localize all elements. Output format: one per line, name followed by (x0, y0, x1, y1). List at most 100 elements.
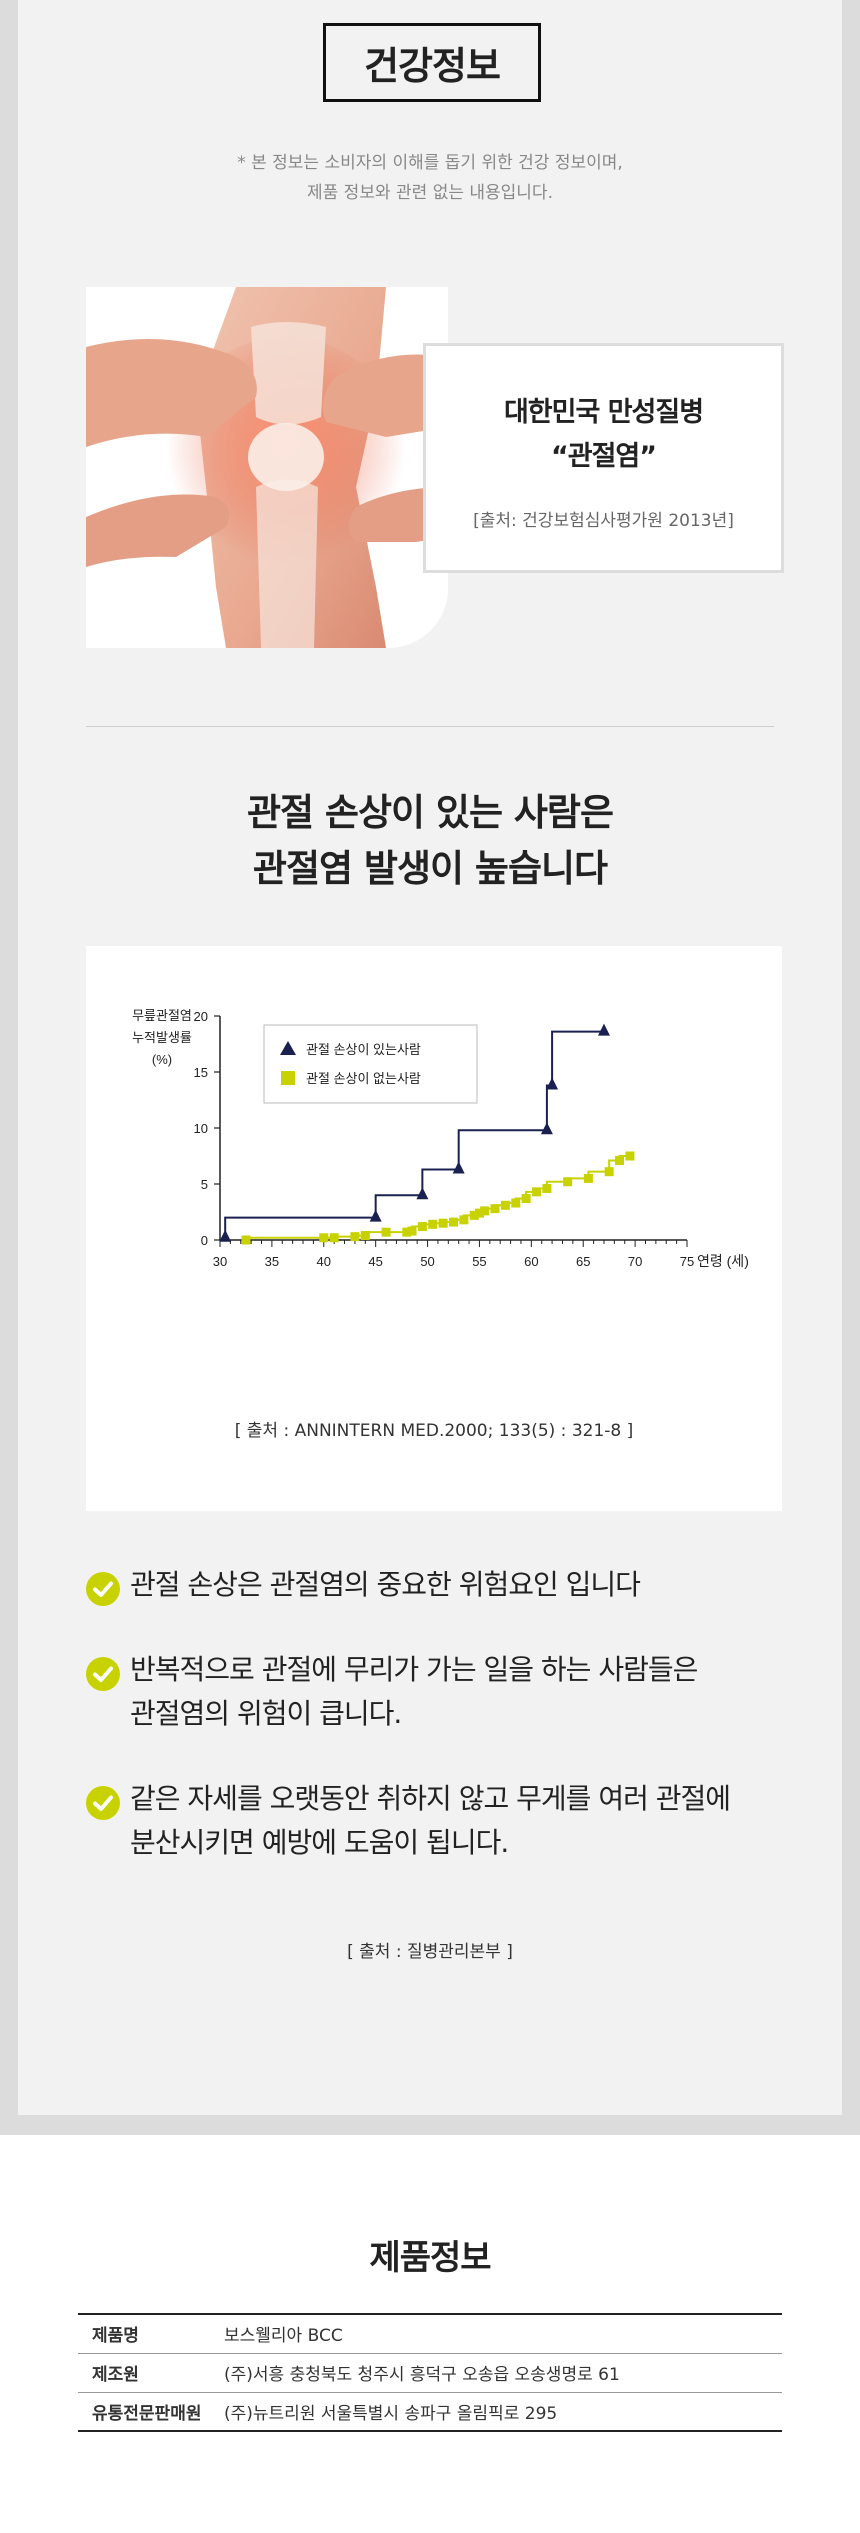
data-point-square (350, 1232, 360, 1242)
table-row: 제품명 보스웰리아 BCC (78, 2314, 782, 2353)
key-point: 반복적으로 관절에 무리가 가는 일을 하는 사람들은 관절염의 위험이 큽니다… (86, 1648, 786, 1736)
x-tick-label: 65 (576, 1254, 590, 1269)
data-point-square (438, 1218, 448, 1228)
data-point-triangle (369, 1209, 382, 1222)
data-point-square (360, 1231, 370, 1241)
product-info-table: 제품명 보스웰리아 BCC 제조원 (주)서흥 충청북도 청주시 흥덕구 오송읍… (78, 2313, 782, 2432)
row-key: 제품명 (92, 2326, 139, 2347)
data-point-square (417, 1222, 427, 1232)
knee-illustration (86, 287, 448, 648)
data-point-square (532, 1187, 542, 1197)
data-point-square (583, 1173, 593, 1183)
data-point-square (402, 1227, 412, 1237)
y-tick-label: 0 (201, 1233, 208, 1248)
chart-source: [ 출처 : ANNINTERN MED.2000; 133(5) : 321-… (234, 1421, 634, 1441)
x-tick-label: 40 (317, 1254, 331, 1269)
data-point-triangle (597, 1023, 610, 1036)
data-point-square (625, 1151, 635, 1161)
y-axis-label: 무릎관절염 (132, 1008, 192, 1023)
row-key: 제조원 (92, 2365, 139, 2385)
check-icon (86, 1786, 120, 1820)
check-icon (86, 1572, 120, 1606)
key-point-line-1: 관절 손상은 관절염의 중요한 위험요인 입니다 (130, 1568, 641, 1601)
x-tick-label: 45 (368, 1254, 382, 1269)
y-axis-label: (%) (152, 1052, 172, 1067)
x-tick-label: 55 (472, 1254, 486, 1269)
key-point: 관절 손상은 관절염의 중요한 위험요인 입니다 (86, 1563, 786, 1607)
key-point-line-2: 관절염의 위험이 큽니다. (130, 1697, 402, 1730)
disclaimer-note: * 본 정보는 소비자의 이해를 돕기 위한 건강 정보이며, 제품 정보와 관… (18, 148, 842, 208)
data-point-square (407, 1226, 417, 1236)
callout-pointer (408, 428, 426, 464)
data-point-square (329, 1233, 339, 1243)
data-point-square (449, 1217, 458, 1227)
callout-line-1: 대한민국 만성질병 (503, 397, 704, 428)
key-point-line-1: 같은 자세를 오랫동안 취하지 않고 무게를 여러 관절에 (130, 1782, 731, 1815)
legend-label: 관절 손상이 있는사람 (306, 1042, 421, 1057)
key-point-line-2: 분산시키면 예방에 도움이 됩니다. (130, 1826, 509, 1859)
row-value: (주)서흥 충청북도 청주시 흥덕구 오송읍 오송생명로 61 (224, 2365, 620, 2385)
key-point-line-1: 반복적으로 관절에 무리가 가는 일을 하는 사람들은 (130, 1653, 698, 1686)
data-point-square (521, 1194, 531, 1204)
data-point-square (500, 1200, 510, 1210)
section-heading-line-2: 관절염 발생이 높습니다 (252, 847, 608, 890)
data-point-square (615, 1155, 625, 1165)
legend-box (263, 1024, 478, 1104)
data-point-square (474, 1208, 484, 1218)
y-axis-label: 누적발생률 (132, 1030, 192, 1045)
product-info-title: 제품정보 (369, 2238, 491, 2278)
x-tick-label: 35 (265, 1254, 279, 1269)
data-point-square (490, 1204, 500, 1214)
callout-heading: 대한민국 만성질병 “관절염” (426, 391, 781, 479)
x-axis-label: 연령 (세) (697, 1253, 749, 1269)
disclaimer-line-2: 제품 정보와 관련 없는 내용입니다. (307, 183, 553, 203)
health-info-title: 건강정보 (323, 23, 541, 102)
check-icon (86, 1657, 120, 1691)
data-point-square (319, 1233, 329, 1243)
section-divider (86, 726, 774, 727)
data-point-square (511, 1198, 521, 1208)
legend-marker-triangle (280, 1041, 296, 1055)
data-point-triangle (416, 1187, 429, 1200)
data-point-square (459, 1215, 469, 1225)
data-point-square (241, 1235, 251, 1245)
data-point-triangle (452, 1161, 465, 1174)
callout-source: [출처: 건강보험심사평가원 2013년] (473, 511, 734, 531)
data-point-square (542, 1183, 552, 1193)
table-row: 제조원 (주)서흥 충청북도 청주시 흥덕구 오송읍 오송생명로 61 (78, 2353, 782, 2392)
callout-line-2: “관절염” (550, 441, 657, 472)
x-tick-label: 50 (420, 1254, 434, 1269)
y-tick-label: 10 (194, 1121, 208, 1136)
data-point-square (469, 1210, 479, 1220)
section-heading: 관절 손상이 있는 사람은 관절염 발생이 높습니다 (18, 785, 842, 897)
section-heading-line-1: 관절 손상이 있는 사람은 (246, 791, 614, 834)
y-tick-label: 15 (194, 1065, 208, 1080)
legend-marker-square (281, 1071, 295, 1085)
row-value: 보스웰리아 BCC (224, 2326, 343, 2347)
y-tick-label: 5 (201, 1177, 208, 1192)
key-points-list: 관절 손상은 관절염의 중요한 위험요인 입니다 반복적으로 관절에 무리가 가… (86, 1563, 786, 1906)
legend-label: 관절 손상이 없는사람 (306, 1071, 421, 1086)
data-point-square (563, 1177, 573, 1187)
knee-joint-image (86, 287, 448, 648)
table-row: 유통전문판매원 (주)뉴트리원 서울특별시 송파구 올림픽로 295 (78, 2392, 782, 2431)
key-point: 같은 자세를 오랫동안 취하지 않고 무게를 여러 관절에 분산시키면 예방에 … (86, 1777, 786, 1865)
key-points-source: [ 출처 : 질병관리본부 ] (347, 1942, 513, 1962)
data-point-triangle (540, 1122, 553, 1135)
disclaimer-line-1: * 본 정보는 소비자의 이해를 돕기 위한 건강 정보이며, (237, 153, 623, 173)
row-value: (주)뉴트리원 서울특별시 송파구 올림픽로 295 (224, 2403, 558, 2424)
product-info-section: 제품정보 제품명 보스웰리아 BCC 제조원 (주)서흥 충청북도 청주시 흥덕… (0, 2135, 860, 2533)
data-point-triangle (219, 1229, 232, 1242)
data-point-square (604, 1167, 614, 1177)
incidence-chart: 0 5 10 15 20 30 35 40 45 50 55 60 65 70 75 연령 (세) 무릎관절염누… (132, 1008, 749, 1269)
y-tick-label: 20 (194, 1009, 208, 1024)
data-point-square (381, 1227, 391, 1237)
x-tick-label: 75 (680, 1254, 694, 1269)
row-key: 유통전문판매원 (92, 2403, 202, 2424)
data-point-square (428, 1219, 438, 1229)
data-point-triangle (546, 1077, 559, 1090)
x-tick-label: 30 (213, 1254, 227, 1269)
x-tick-label: 70 (628, 1254, 642, 1269)
x-tick-label: 60 (524, 1254, 538, 1269)
